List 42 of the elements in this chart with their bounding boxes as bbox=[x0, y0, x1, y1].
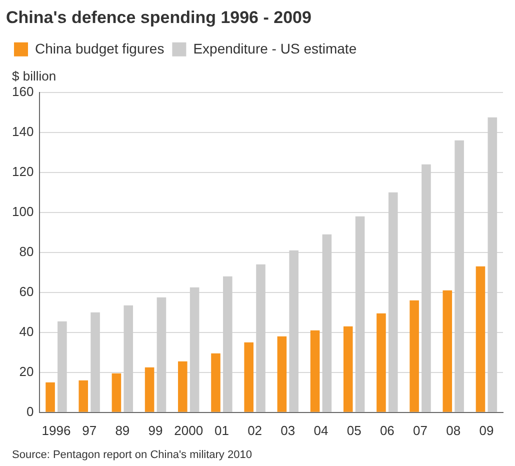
bar bbox=[442, 290, 452, 412]
y-axis-title: $ billion bbox=[12, 68, 56, 84]
x-tick-label: 04 bbox=[314, 422, 328, 438]
y-tick-label: 120 bbox=[12, 164, 34, 179]
bar bbox=[78, 380, 88, 412]
x-tick-label: 99 bbox=[148, 422, 163, 438]
y-tick-label: 40 bbox=[19, 324, 34, 339]
bar bbox=[310, 330, 320, 412]
x-tick-label: 08 bbox=[446, 422, 461, 438]
y-tick-label: 60 bbox=[19, 284, 34, 299]
x-tick-label: 09 bbox=[479, 422, 494, 438]
x-tick-label: 89 bbox=[115, 422, 130, 438]
y-tick-label: 160 bbox=[12, 84, 34, 99]
x-tick-label: 2000 bbox=[174, 422, 204, 438]
x-tick-label: 02 bbox=[248, 422, 262, 438]
bar bbox=[410, 300, 419, 412]
y-tick-label: 100 bbox=[12, 204, 34, 219]
bar bbox=[178, 361, 188, 412]
x-tick-label: 05 bbox=[346, 422, 362, 438]
bar bbox=[277, 336, 287, 412]
bar bbox=[211, 353, 220, 412]
chart-title: China's defence spending 1996 - 2009 bbox=[6, 8, 312, 27]
x-tick-label: 07 bbox=[413, 422, 428, 438]
y-tick-label: 140 bbox=[12, 124, 34, 139]
x-tick-label: 06 bbox=[380, 422, 394, 438]
bar bbox=[46, 382, 55, 412]
x-tick-label: 1996 bbox=[42, 422, 71, 438]
bar bbox=[376, 313, 386, 412]
y-tick-label: 20 bbox=[19, 364, 34, 379]
y-tick-label: 80 bbox=[19, 244, 34, 259]
x-tick-label: 01 bbox=[214, 422, 229, 438]
bar bbox=[244, 342, 254, 412]
x-tick-label: 97 bbox=[82, 422, 97, 438]
bar bbox=[476, 266, 486, 412]
x-tick-label: 03 bbox=[280, 422, 296, 438]
bar bbox=[343, 326, 353, 412]
y-tick-label: 0 bbox=[26, 404, 34, 419]
bar bbox=[112, 373, 122, 412]
bar bbox=[144, 367, 154, 412]
legend-label: China budget figures bbox=[35, 40, 164, 56]
legend-label: Expenditure - US estimate bbox=[193, 40, 357, 56]
source-note: Source: Pentagon report on China's military 2010 bbox=[12, 449, 252, 461]
